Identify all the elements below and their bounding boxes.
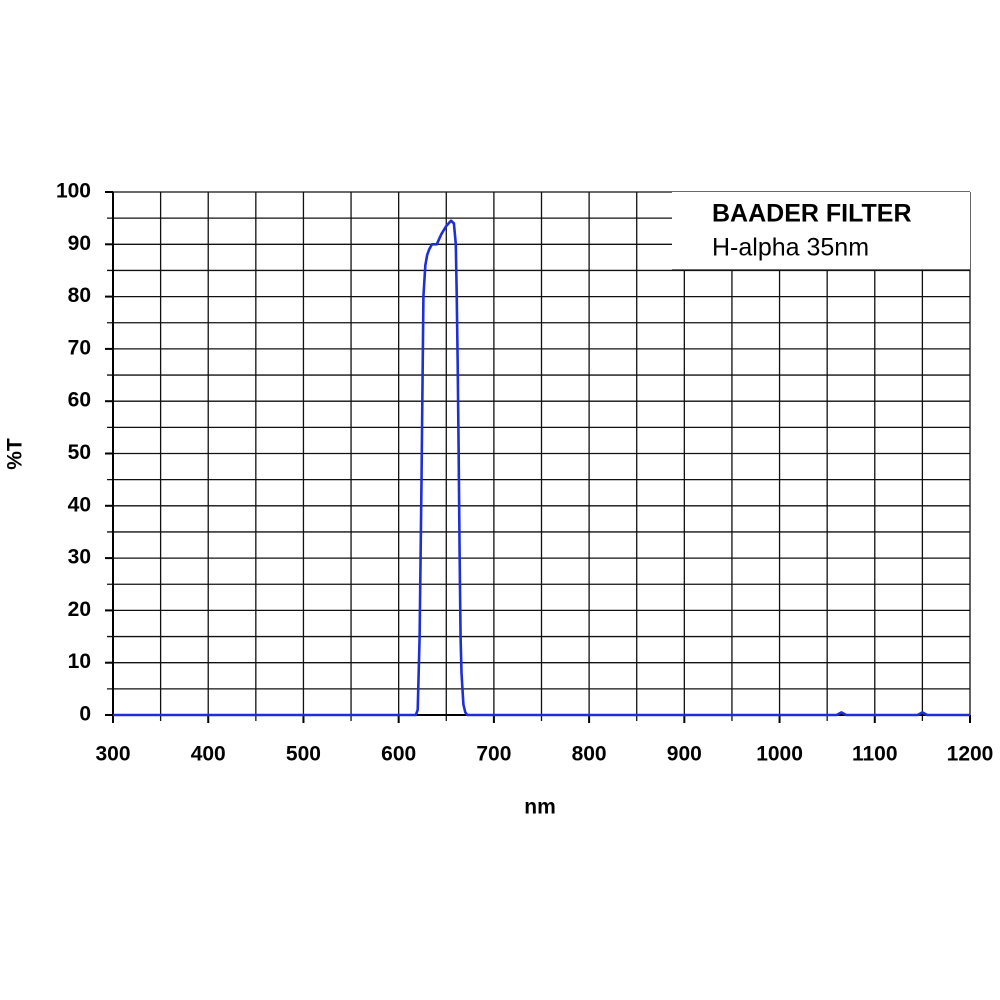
y-tick-label: 0 [79,703,91,726]
legend-box [672,192,970,270]
x-tick-label: 900 [667,743,702,766]
y-tick-label: 20 [68,598,91,621]
x-tick-label: 1200 [947,743,994,766]
y-tick-label: 30 [68,546,91,569]
y-tick-label: 100 [56,180,91,203]
x-tick-label: 1100 [852,743,898,766]
y-tick-label: 80 [68,284,91,307]
y-tick-label: 10 [68,650,91,673]
x-tick-label: 400 [191,743,226,766]
y-tick-label: 90 [68,232,91,255]
legend-entry: H-alpha 35nm [712,234,869,262]
x-tick-label: 1000 [756,743,803,766]
x-tick-label: 500 [286,743,321,766]
y-axis-label: %T [4,438,27,470]
x-tick-label: 300 [95,743,130,766]
x-tick-label: 600 [381,743,416,766]
legend-title: BAADER FILTER [712,200,912,228]
y-tick-label: 50 [68,441,91,464]
x-tick-label: 700 [476,743,511,766]
line-series [113,219,970,717]
y-tick-label: 70 [68,336,91,359]
x-tick-label: 800 [572,743,607,766]
y-tick-label: 40 [68,493,91,516]
y-tick-label: 60 [68,389,91,412]
x-axis-label: nm [524,796,556,819]
